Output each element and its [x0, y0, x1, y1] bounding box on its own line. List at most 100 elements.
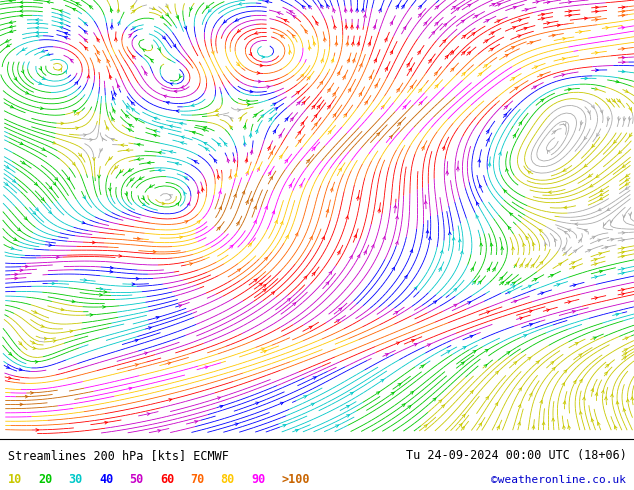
FancyArrowPatch shape [110, 270, 113, 273]
FancyArrowPatch shape [552, 34, 555, 37]
FancyArrowPatch shape [49, 211, 51, 214]
FancyArrowPatch shape [212, 51, 214, 54]
FancyArrowPatch shape [403, 26, 406, 29]
FancyArrowPatch shape [266, 0, 269, 3]
FancyArrowPatch shape [84, 39, 87, 42]
FancyArrowPatch shape [333, 93, 335, 96]
FancyArrowPatch shape [156, 317, 159, 319]
FancyArrowPatch shape [436, 6, 439, 9]
FancyArrowPatch shape [10, 30, 13, 32]
FancyArrowPatch shape [554, 239, 557, 242]
FancyArrowPatch shape [372, 245, 374, 248]
FancyArrowPatch shape [349, 256, 352, 259]
FancyArrowPatch shape [72, 162, 75, 165]
FancyArrowPatch shape [254, 279, 257, 282]
FancyArrowPatch shape [410, 249, 413, 253]
FancyArrowPatch shape [384, 38, 387, 41]
FancyArrowPatch shape [626, 178, 628, 181]
FancyArrowPatch shape [348, 88, 351, 92]
FancyArrowPatch shape [378, 209, 380, 212]
FancyArrowPatch shape [588, 249, 591, 252]
FancyArrowPatch shape [311, 403, 314, 406]
Text: Streamlines 200 hPa [kts] ECMWF: Streamlines 200 hPa [kts] ECMWF [8, 449, 228, 463]
FancyArrowPatch shape [129, 169, 132, 171]
FancyArrowPatch shape [117, 85, 120, 88]
FancyArrowPatch shape [70, 330, 73, 333]
FancyArrowPatch shape [353, 59, 355, 62]
FancyArrowPatch shape [395, 312, 398, 314]
FancyArrowPatch shape [162, 202, 165, 205]
FancyArrowPatch shape [305, 30, 307, 33]
FancyArrowPatch shape [286, 236, 288, 239]
FancyArrowPatch shape [545, 243, 547, 246]
FancyArrowPatch shape [166, 101, 169, 104]
FancyArrowPatch shape [272, 211, 275, 214]
FancyArrowPatch shape [304, 396, 307, 398]
FancyArrowPatch shape [237, 269, 240, 271]
FancyArrowPatch shape [439, 400, 442, 403]
FancyArrowPatch shape [484, 365, 487, 368]
FancyArrowPatch shape [137, 143, 140, 146]
FancyArrowPatch shape [356, 196, 359, 199]
FancyArrowPatch shape [364, 251, 366, 254]
FancyArrowPatch shape [170, 125, 173, 128]
FancyArrowPatch shape [368, 42, 371, 45]
FancyArrowPatch shape [112, 139, 114, 141]
FancyArrowPatch shape [616, 401, 619, 404]
FancyArrowPatch shape [514, 264, 517, 267]
FancyArrowPatch shape [158, 169, 161, 171]
FancyArrowPatch shape [365, 101, 367, 104]
FancyArrowPatch shape [176, 16, 179, 19]
FancyArrowPatch shape [269, 176, 273, 180]
FancyArrowPatch shape [308, 46, 311, 49]
FancyArrowPatch shape [89, 5, 93, 8]
FancyArrowPatch shape [195, 420, 198, 423]
FancyArrowPatch shape [125, 193, 127, 196]
FancyArrowPatch shape [298, 131, 301, 134]
FancyArrowPatch shape [339, 308, 342, 311]
FancyArrowPatch shape [600, 110, 603, 113]
FancyArrowPatch shape [607, 118, 610, 121]
FancyArrowPatch shape [261, 115, 264, 118]
FancyArrowPatch shape [34, 182, 37, 185]
FancyArrowPatch shape [618, 99, 620, 102]
FancyArrowPatch shape [524, 335, 527, 337]
FancyArrowPatch shape [359, 93, 361, 96]
FancyArrowPatch shape [567, 426, 571, 429]
FancyArrowPatch shape [181, 142, 184, 145]
FancyArrowPatch shape [562, 37, 566, 40]
FancyArrowPatch shape [184, 26, 186, 29]
FancyArrowPatch shape [622, 231, 625, 234]
FancyArrowPatch shape [302, 101, 305, 104]
FancyArrowPatch shape [268, 172, 271, 175]
FancyArrowPatch shape [132, 108, 135, 111]
FancyArrowPatch shape [98, 59, 101, 62]
FancyArrowPatch shape [621, 255, 624, 258]
FancyArrowPatch shape [82, 221, 85, 224]
FancyArrowPatch shape [595, 276, 597, 278]
FancyArrowPatch shape [511, 47, 514, 49]
FancyArrowPatch shape [290, 118, 293, 121]
FancyArrowPatch shape [390, 22, 392, 24]
FancyArrowPatch shape [607, 99, 610, 102]
FancyArrowPatch shape [531, 264, 534, 267]
FancyArrowPatch shape [356, 9, 359, 11]
FancyArrowPatch shape [611, 238, 614, 241]
FancyArrowPatch shape [508, 291, 511, 294]
FancyArrowPatch shape [41, 197, 44, 201]
FancyArrowPatch shape [604, 222, 606, 226]
FancyArrowPatch shape [191, 104, 194, 107]
FancyArrowPatch shape [456, 167, 459, 170]
Text: Tu 24-09-2024 00:00 UTC (18+06): Tu 24-09-2024 00:00 UTC (18+06) [406, 449, 626, 463]
FancyArrowPatch shape [254, 206, 256, 209]
FancyArrowPatch shape [72, 300, 75, 303]
FancyArrowPatch shape [580, 122, 583, 125]
FancyArrowPatch shape [259, 80, 261, 83]
FancyArrowPatch shape [10, 21, 13, 24]
FancyArrowPatch shape [83, 196, 86, 199]
FancyArrowPatch shape [573, 284, 576, 287]
FancyArrowPatch shape [184, 192, 186, 195]
FancyArrowPatch shape [541, 13, 545, 16]
FancyArrowPatch shape [462, 427, 464, 430]
FancyArrowPatch shape [75, 127, 79, 130]
